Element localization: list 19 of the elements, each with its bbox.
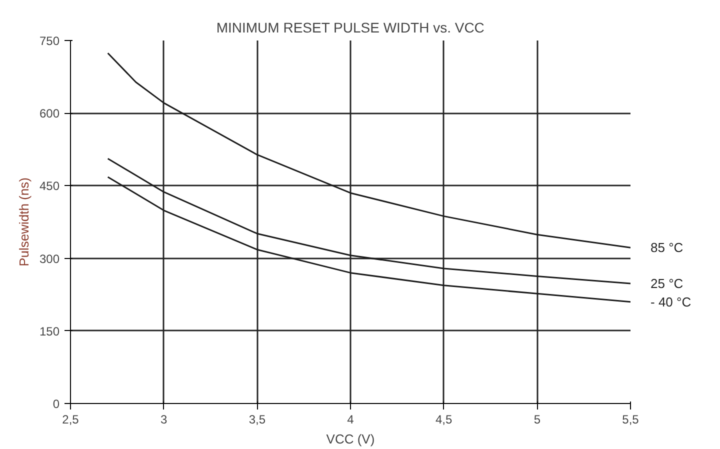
x-axis-title: VCC (V) bbox=[326, 432, 375, 446]
x-tick-label: 3,5 bbox=[248, 412, 266, 426]
x-tick-label: 2,5 bbox=[62, 412, 80, 426]
y-tick-label: 600 bbox=[39, 106, 60, 121]
y-tick-label: 450 bbox=[39, 179, 60, 194]
x-tick-label: 3 bbox=[160, 412, 168, 426]
series-label: 25 °C bbox=[650, 276, 684, 291]
series-label: - 40 °C bbox=[650, 294, 692, 310]
series-label: 85 °C bbox=[650, 240, 684, 256]
x-tick-label: 5 bbox=[534, 412, 541, 426]
y-tick-label: 0 bbox=[52, 397, 60, 411]
y-tick-label: 150 bbox=[39, 324, 60, 338]
y-tick-label: 750 bbox=[39, 34, 60, 48]
x-tick-label: 4 bbox=[347, 412, 354, 426]
x-tick-label: 4,5 bbox=[435, 412, 452, 426]
y-axis-title: Pulsewidth (ns) bbox=[16, 178, 32, 266]
y-tick-label: 300 bbox=[39, 252, 60, 266]
x-tick-label: 5,5 bbox=[622, 412, 640, 426]
chart-title: MINIMUM RESET PULSE WIDTH vs. VCC bbox=[216, 20, 484, 36]
